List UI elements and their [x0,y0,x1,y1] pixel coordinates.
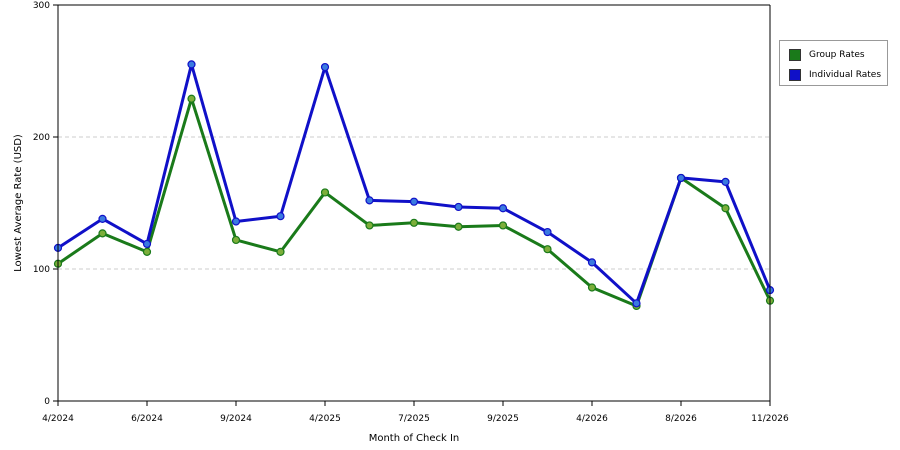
x-tick-label: 7/2025 [398,414,430,424]
data-point[interactable] [98,229,107,238]
data-point[interactable] [320,188,330,197]
x-tick-label: 9/2025 [487,414,519,424]
legend-label-group: Group Rates [809,50,865,60]
legend: Group Rates Individual Rates [779,40,888,86]
legend-label-individual: Individual Rates [809,70,882,80]
data-point[interactable] [587,258,597,267]
data-point[interactable] [365,221,374,230]
data-point[interactable] [276,247,285,256]
x-axis-ticks: 4/2024 6/2024 9/2024 4/2025 7/2025 9/2025 4/20… [42,401,789,424]
data-point[interactable] [187,94,196,103]
x-tick-label: 11/2026 [751,414,789,424]
data-point[interactable] [231,217,241,226]
data-point[interactable] [365,196,374,205]
data-point[interactable] [276,212,285,221]
x-tick-label: 4/2026 [576,414,608,424]
data-point[interactable] [721,204,730,213]
series-individual-rates [53,60,775,308]
data-point[interactable] [498,221,508,230]
data-point[interactable] [498,204,508,213]
data-point[interactable] [632,299,641,308]
data-point[interactable] [187,60,196,69]
x-tick-label: 4/2025 [309,414,341,424]
data-point[interactable] [98,214,107,223]
data-point[interactable] [142,247,152,256]
y-axis-title: Lowest Average Rate (USD) [13,134,24,272]
y-axis-ticks: 0 100 200 300 [33,1,58,407]
data-point[interactable] [142,239,152,249]
series-layer [53,60,775,311]
data-point[interactable] [543,227,552,237]
data-point[interactable] [676,173,686,183]
y-tick-label: 0 [44,397,50,407]
data-point[interactable] [543,245,552,254]
legend-swatch-group [789,49,801,61]
legend-item-group: Group Rates [789,48,865,62]
y-tick-label: 100 [33,265,50,275]
data-point[interactable] [587,283,597,292]
data-point[interactable] [454,202,463,212]
x-tick-label: 4/2024 [42,414,74,424]
data-point[interactable] [409,218,419,227]
x-axis-title: Month of Check In [369,433,460,444]
data-point[interactable] [454,222,463,231]
x-tick-label: 9/2024 [220,414,252,424]
data-point[interactable] [231,235,241,245]
x-tick-label: 6/2024 [131,414,163,424]
series-line [57,62,772,305]
y-tick-label: 200 [33,133,50,143]
data-point[interactable] [320,62,330,72]
legend-swatch-individual [789,69,801,81]
data-point[interactable] [721,177,730,186]
data-point[interactable] [409,197,419,206]
legend-item-individual: Individual Rates [789,68,881,82]
x-tick-label: 8/2026 [665,414,697,424]
y-tick-label: 300 [33,1,50,11]
